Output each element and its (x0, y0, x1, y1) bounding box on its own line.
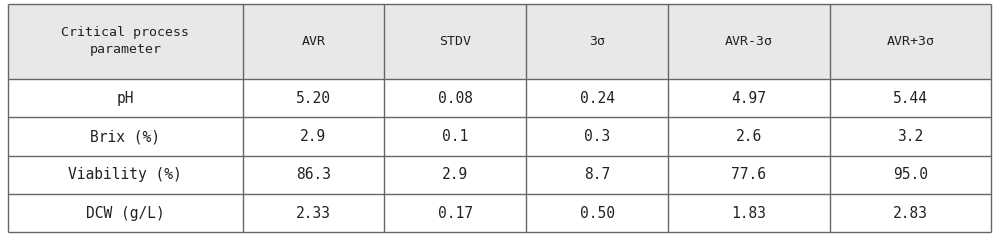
Text: 3σ: 3σ (589, 35, 605, 48)
Text: 0.50: 0.50 (579, 206, 614, 221)
Bar (8, 4, 991, 79)
Text: 2.6: 2.6 (735, 129, 762, 144)
Text: 5.20: 5.20 (296, 91, 331, 106)
Text: 0.1: 0.1 (443, 129, 469, 144)
Text: 2.9: 2.9 (301, 129, 327, 144)
Text: AVR+3σ: AVR+3σ (886, 35, 934, 48)
Bar (8, 194, 991, 232)
Text: 0.24: 0.24 (579, 91, 614, 106)
Bar (8, 117, 991, 156)
Text: pH: pH (117, 91, 134, 106)
Text: 95.0: 95.0 (893, 167, 928, 182)
Text: DCW (g/L): DCW (g/L) (86, 206, 165, 221)
Text: 1.83: 1.83 (731, 206, 766, 221)
Text: AVR: AVR (302, 35, 326, 48)
Text: STDV: STDV (440, 35, 472, 48)
Text: 2.33: 2.33 (296, 206, 331, 221)
Text: 8.7: 8.7 (584, 167, 610, 182)
Text: 77.6: 77.6 (731, 167, 766, 182)
Text: 0.3: 0.3 (584, 129, 610, 144)
Text: 2.83: 2.83 (893, 206, 928, 221)
Text: AVR-3σ: AVR-3σ (725, 35, 773, 48)
Text: 0.08: 0.08 (438, 91, 473, 106)
Text: Viability (%): Viability (%) (68, 167, 182, 182)
Text: 2.9: 2.9 (443, 167, 469, 182)
Text: 0.17: 0.17 (438, 206, 473, 221)
Text: 4.97: 4.97 (731, 91, 766, 106)
Text: Critical process
parameter: Critical process parameter (61, 26, 189, 56)
Text: 3.2: 3.2 (897, 129, 923, 144)
Text: 86.3: 86.3 (296, 167, 331, 182)
Text: Brix (%): Brix (%) (90, 129, 160, 144)
Bar (8, 156, 991, 194)
Bar (8, 79, 991, 117)
Text: 5.44: 5.44 (893, 91, 928, 106)
